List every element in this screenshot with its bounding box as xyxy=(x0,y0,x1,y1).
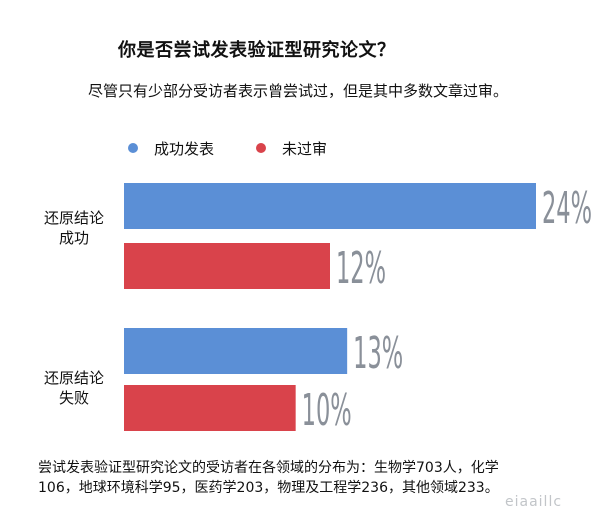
legend-label-passed: 未过审 xyxy=(282,140,328,158)
legend-label-published: 成功发表 xyxy=(154,140,215,158)
legend-item-passed: 未过审 xyxy=(256,138,327,159)
value-label-published-1: 13% xyxy=(353,328,403,379)
category-label-failure-line1: 还原结论 xyxy=(43,369,104,387)
category-label-success-line1: 还原结论 xyxy=(43,209,104,227)
value-label-passed-1: 10% xyxy=(302,385,352,436)
watermark: eiaaillc xyxy=(505,494,563,510)
value-label-published-0: 24% xyxy=(542,183,592,234)
legend-marker-passed xyxy=(256,142,266,153)
bar-passed-1 xyxy=(124,385,296,431)
chart-title: 你是否尝试发表验证型研究论文？ xyxy=(118,40,396,61)
category-label-success-line2: 成功 xyxy=(58,229,89,247)
bar-passed-0 xyxy=(124,243,330,289)
legend-marker-published xyxy=(128,142,138,153)
bar-published-1 xyxy=(124,328,348,374)
chart-subtitle: 尽管只有少部分受访者表示曾尝试过，但是其中多数文章过审。 xyxy=(88,82,509,100)
category-label-success: 还原结论 成功 xyxy=(14,208,134,248)
legend: 成功发表 未过审 xyxy=(0,138,595,162)
category-label-failure-line2: 失败 xyxy=(58,389,89,407)
value-label-passed-0: 12% xyxy=(336,243,386,294)
footnote: 尝试发表验证型研究论文的受访者在各领域的分布为：生物学703人，化学106，地球… xyxy=(38,460,499,496)
category-label-failure: 还原结论 失败 xyxy=(14,368,134,408)
bar-published-0 xyxy=(124,183,536,229)
legend-item-published: 成功发表 xyxy=(128,138,214,159)
